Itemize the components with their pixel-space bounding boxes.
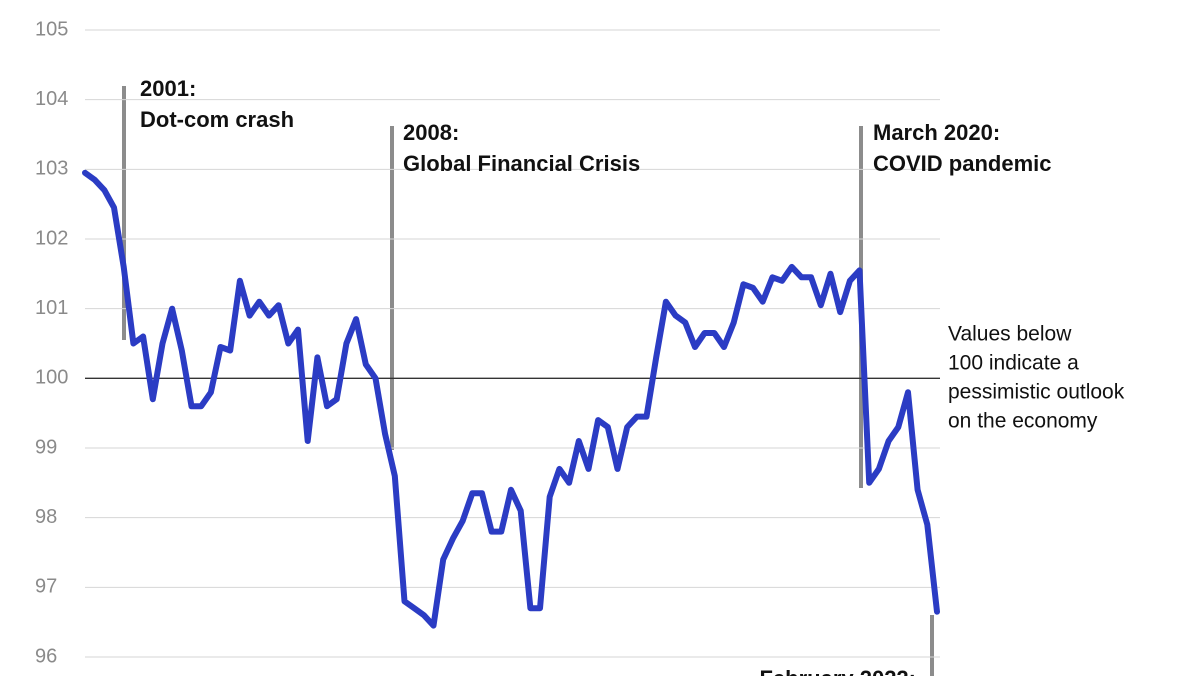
annotation: Global Financial Crisis	[403, 151, 640, 176]
y-tick-label: 103	[35, 158, 68, 180]
note: pessimistic outlook	[948, 381, 1125, 404]
data-line	[82, 169, 940, 629]
note: on the economy	[948, 410, 1098, 433]
annotation: Dot-com crash	[140, 107, 294, 132]
annotation: 2001:	[140, 76, 196, 101]
note: Values below	[948, 323, 1072, 346]
y-tick-label: 105	[35, 18, 68, 40]
annotation: 2008:	[403, 120, 459, 145]
y-tick-label: 101	[35, 297, 68, 319]
y-tick-label: 102	[35, 227, 68, 249]
y-tick-label: 97	[35, 576, 57, 598]
y-tick-label: 100	[35, 367, 68, 389]
annotation: March 2020:	[873, 120, 1000, 145]
note: 100 indicate a	[948, 352, 1079, 375]
y-tick-label: 96	[35, 645, 57, 667]
annotation: February 2022:	[759, 666, 916, 676]
annotation: COVID pandemic	[873, 151, 1051, 176]
y-tick-label: 98	[35, 506, 57, 528]
y-tick-label: 104	[35, 88, 68, 110]
y-tick-label: 99	[35, 436, 57, 458]
